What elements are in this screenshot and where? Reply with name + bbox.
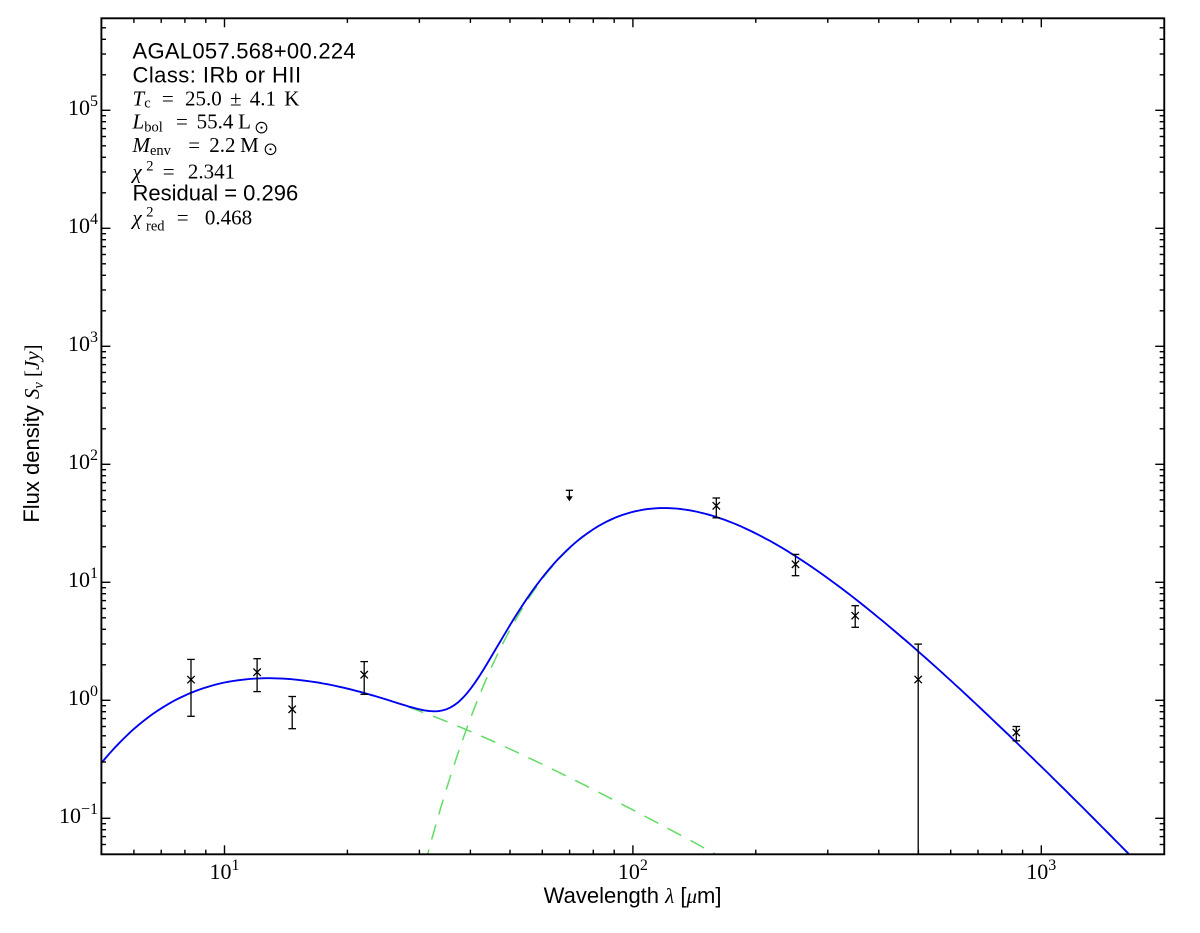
svg-text:χ2 = 2.341: χ2 = 2.341 bbox=[131, 159, 236, 184]
svg-text:Wavelength λ [μm]: Wavelength λ [μm] bbox=[544, 883, 722, 908]
svg-text:Lbol = 55.4 L: Lbol = 55.4 L bbox=[132, 110, 251, 136]
svg-text:Menv = 2.2 M: Menv = 2.2 M bbox=[132, 133, 260, 159]
svg-text:Tc = 25.0 ± 4.1 K: Tc = 25.0 ± 4.1 K bbox=[133, 86, 300, 111]
svg-text:AGAL057.568+00.224: AGAL057.568+00.224 bbox=[133, 38, 356, 63]
svg-text:Class: IRb or HII: Class: IRb or HII bbox=[133, 63, 302, 88]
svg-text:Flux density Sν [Jy]: Flux density Sν [Jy] bbox=[19, 344, 47, 522]
svg-text:Residual = 0.296: Residual = 0.296 bbox=[133, 181, 299, 206]
